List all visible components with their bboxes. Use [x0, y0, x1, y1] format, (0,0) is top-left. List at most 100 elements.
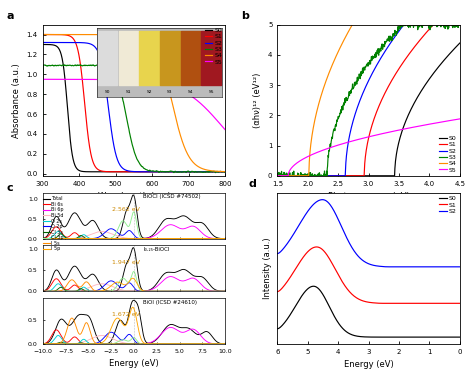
Line: S1: S1 [43, 34, 225, 172]
S0 [162, 169, 167, 174]
O 2p [222, 236, 228, 241]
S1 [407, 301, 413, 305]
I 5p [71, 236, 76, 241]
S0 [40, 42, 46, 47]
S5 [222, 127, 228, 132]
S1 [274, 290, 280, 294]
Line: Total: Total [43, 195, 225, 239]
Total [71, 211, 76, 215]
Cl 3s [140, 236, 146, 241]
I 5s [64, 236, 70, 241]
S1 [72, 39, 78, 43]
Text: BiOCl (ICSD #74502): BiOCl (ICSD #74502) [143, 194, 201, 199]
Bi 5d [140, 236, 146, 241]
S2 [274, 174, 280, 178]
S2 [347, 242, 353, 246]
S3 [322, 169, 328, 173]
Cl 3s [119, 236, 125, 241]
Line: S2: S2 [277, 200, 460, 267]
O 2s [64, 236, 70, 240]
Bi 6s [140, 236, 146, 241]
Bi 5d [101, 229, 107, 234]
Cl 3p [136, 231, 142, 235]
S3 [62, 63, 67, 67]
S2 [122, 167, 128, 172]
S1 [314, 245, 319, 249]
S0 [357, 174, 363, 178]
S1 [412, 44, 418, 49]
S2 [390, 265, 396, 269]
Legend: S0, S1, S2, S3, S4, S5: S0, S1, S2, S3, S4, S5 [205, 28, 222, 65]
S4 [147, 40, 153, 45]
S1 [222, 169, 228, 174]
S2 [407, 265, 413, 269]
S2 [390, 265, 395, 269]
I 5p [119, 236, 125, 241]
S4 [222, 169, 228, 174]
S5 [274, 174, 280, 178]
S4 [307, 155, 312, 160]
Y-axis label: (αhν)¹² (eV¹²): (αhν)¹² (eV¹²) [254, 73, 263, 128]
Bi 6s [222, 236, 228, 241]
S3 [399, 22, 404, 27]
S2 [382, 50, 388, 54]
S5 [307, 153, 312, 158]
Line: O 2p: O 2p [43, 229, 225, 239]
O 2s [40, 236, 46, 241]
S4 [350, 22, 356, 27]
Y-axis label: Absorbance (a.u.): Absorbance (a.u.) [12, 63, 21, 138]
S1 [162, 169, 167, 174]
O 2p [119, 233, 125, 237]
S1 [307, 174, 312, 178]
S3 [162, 170, 168, 174]
S2 [147, 169, 153, 174]
Bi 6p [101, 236, 107, 241]
S1 [296, 261, 302, 265]
O 2p [108, 226, 114, 231]
S5 [457, 117, 463, 121]
S4 [162, 70, 167, 75]
Bi 6s [119, 236, 125, 241]
I 5s [71, 236, 76, 241]
Legend: S0, S1, S2: S0, S1, S2 [439, 196, 456, 214]
Line: Bi 5d: Bi 5d [43, 231, 225, 239]
S0 [310, 284, 316, 288]
I 5p [139, 236, 145, 241]
I 5s [101, 236, 107, 241]
X-axis label: Energy (eV): Energy (eV) [109, 359, 159, 369]
Cl 3s [71, 236, 76, 241]
Bi 6p [64, 236, 70, 241]
Line: S0: S0 [277, 286, 460, 337]
S0 [87, 169, 92, 174]
O 2p [64, 236, 70, 241]
S2 [87, 42, 92, 46]
S1 [357, 174, 363, 178]
S1 [177, 169, 183, 174]
S1 [274, 174, 280, 178]
I 5p [222, 236, 228, 241]
Cl 3s [222, 236, 228, 241]
Line: S3: S3 [277, 25, 460, 176]
Cl 3p [222, 236, 228, 241]
Cl 3p [119, 219, 125, 224]
O 2p [136, 236, 142, 241]
S0 [457, 335, 463, 339]
S3 [40, 117, 46, 122]
I 5s [136, 236, 141, 241]
X-axis label: Wavelength (nm): Wavelength (nm) [98, 192, 170, 201]
Total [222, 236, 228, 241]
S4 [321, 84, 327, 88]
S3 [457, 22, 463, 27]
Line: Cl 3p: Cl 3p [43, 212, 225, 239]
S3 [397, 25, 402, 29]
Text: b: b [241, 11, 249, 20]
S0 [390, 335, 396, 339]
S0 [122, 169, 128, 174]
Cl 3s [58, 232, 64, 236]
Total [119, 226, 125, 230]
O 2s [119, 236, 125, 241]
S1 [147, 169, 153, 174]
I 5s [119, 236, 125, 241]
O 2p [71, 236, 76, 241]
Y-axis label: Intensity (a.u.): Intensity (a.u.) [263, 237, 272, 299]
